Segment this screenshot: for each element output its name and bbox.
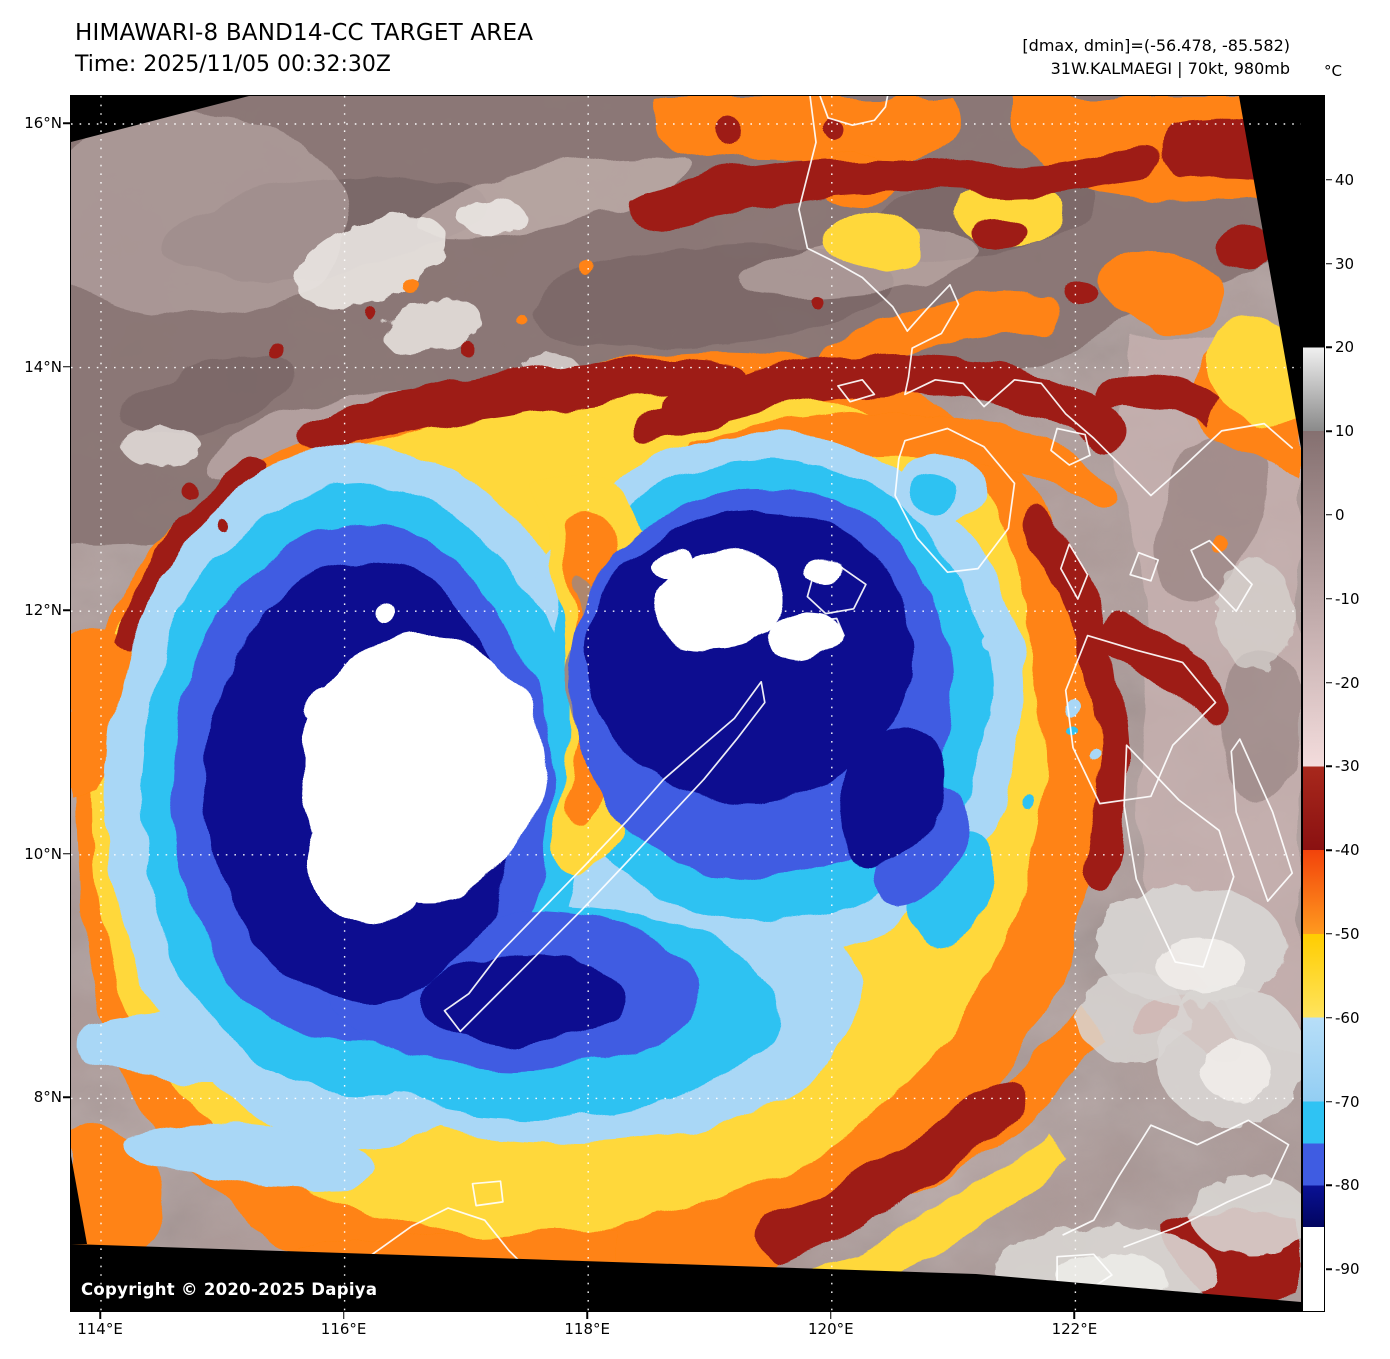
coastline-palawan (443, 680, 766, 1033)
colorbar-tick (1326, 514, 1332, 516)
colorbar-tick-label: -20 (1335, 673, 1360, 692)
colorbar-tick (1326, 933, 1332, 935)
colorbar-tick (1326, 849, 1332, 851)
scan-edge-mask (71, 96, 1301, 1311)
lon-axis-tick (830, 1312, 832, 1319)
lon-axis-label: 114°E (77, 1320, 123, 1338)
colorbar-tick-label: -80 (1335, 1176, 1360, 1195)
colorbar-tick-label: 0 (1335, 505, 1345, 524)
lat-axis-tick (63, 365, 70, 368)
coastline-busuanga (806, 566, 867, 615)
dmax-dmin-readout: [dmax, dmin]=(-56.478, -85.582) (1022, 36, 1290, 55)
lat-axis-label: 12°N (24, 601, 62, 620)
coastline-panay (1064, 634, 1217, 805)
colorbar-tick (1326, 765, 1332, 768)
colorbar-tick (1326, 681, 1332, 684)
coastline-masbate (1190, 539, 1253, 613)
coastlines (325, 96, 1294, 1301)
readout-panel: [dmax, dmin]=(-56.478, -85.582) 31W.KALM… (1022, 34, 1290, 80)
colorbar-tick-label: -10 (1335, 589, 1360, 608)
coastline-sibuyan (1129, 551, 1160, 582)
lon-axis-tick (586, 1312, 588, 1319)
timestamp: Time: 2025/11/05 00:32:30Z (75, 52, 391, 77)
colorbar-tick (1326, 1268, 1332, 1270)
lon-axis-label: 122°E (1051, 1320, 1098, 1338)
colorbar-tick-label: -40 (1335, 841, 1360, 860)
lon-axis-tick (1073, 1312, 1076, 1319)
storm-info: 31W.KALMAEGI | 70kt, 980mb (1050, 59, 1290, 78)
typhoon-system (71, 96, 1299, 1311)
lon-axis-label: 118°E (564, 1320, 610, 1338)
colorbar-tick-label: -70 (1335, 1092, 1360, 1111)
colorbar-tick (1326, 430, 1332, 432)
lon-axis-tick (342, 1312, 345, 1319)
cirrus-streaks (121, 198, 577, 466)
colorbar-tick (1326, 1100, 1332, 1103)
coastline-lubang (837, 378, 876, 403)
lon-axis-label: 120°E (807, 1320, 854, 1338)
colorbar-tick (1326, 1016, 1332, 1019)
coastline-luzon (798, 96, 1294, 497)
coastline-cebu (1230, 738, 1294, 902)
colorbar-tick-label: 30 (1335, 254, 1355, 273)
colorbar-tick-label: 20 (1335, 338, 1355, 357)
colorbar-tick (1326, 1184, 1332, 1187)
lat-axis-tick (63, 609, 70, 611)
lon-axis-tick (99, 1312, 101, 1319)
coastline-banggi (471, 1180, 504, 1207)
lat-axis-label: 8°N (33, 1088, 62, 1107)
satellite-map: Copyright © 2020-2025 Dapiya (70, 95, 1302, 1312)
coastline-basilan (1056, 1253, 1113, 1292)
lat-axis-label: 14°N (24, 357, 62, 376)
colorbar-unit: °C (1324, 62, 1342, 80)
colorbar-gradient (1302, 95, 1325, 1312)
coastline-zamboanga (1062, 1119, 1290, 1248)
copyright-watermark: Copyright © 2020-2025 Dapiya (81, 1280, 378, 1299)
coastline-lingayen-gulf (819, 96, 889, 127)
gridlines (71, 96, 1301, 1311)
colorbar-tick (1326, 598, 1332, 600)
image-title: HIMAWARI-8 BAND14-CC TARGET AREA (75, 20, 534, 46)
lon-axis-label: 116°E (320, 1320, 367, 1338)
lat-axis-tick (63, 1096, 70, 1099)
colorbar-tick (1326, 262, 1332, 265)
colorbar-tick-label: -60 (1335, 1008, 1360, 1027)
satellite-image (71, 96, 1301, 1311)
colorbar-tick-label: -90 (1335, 1260, 1360, 1279)
colorbar-tick (1326, 346, 1332, 349)
colorbar-tick-label: -50 (1335, 924, 1360, 943)
lat-axis-tick (63, 122, 70, 124)
coastline-mindoro (894, 427, 1016, 574)
coastline-negros (1123, 744, 1235, 968)
colorbar-tick-label: 40 (1335, 170, 1355, 189)
lat-axis-label: 10°N (24, 844, 62, 863)
colorbar-tick (1326, 179, 1332, 181)
coastline-tablas (1059, 543, 1089, 600)
colorbar-tick-label: 10 (1335, 422, 1355, 441)
coastline-marinduque (1050, 427, 1091, 466)
coastline-culion (811, 617, 845, 647)
lat-axis-tick (63, 853, 70, 855)
lat-axis-label: 16°N (24, 114, 62, 132)
temperature-colorbar: °C 40 30 20 10 0 -10 -20 -30 -40 -50 -60 -70 -80 -90 (1302, 62, 1390, 1312)
colorbar-tick-label: -30 (1335, 757, 1360, 776)
